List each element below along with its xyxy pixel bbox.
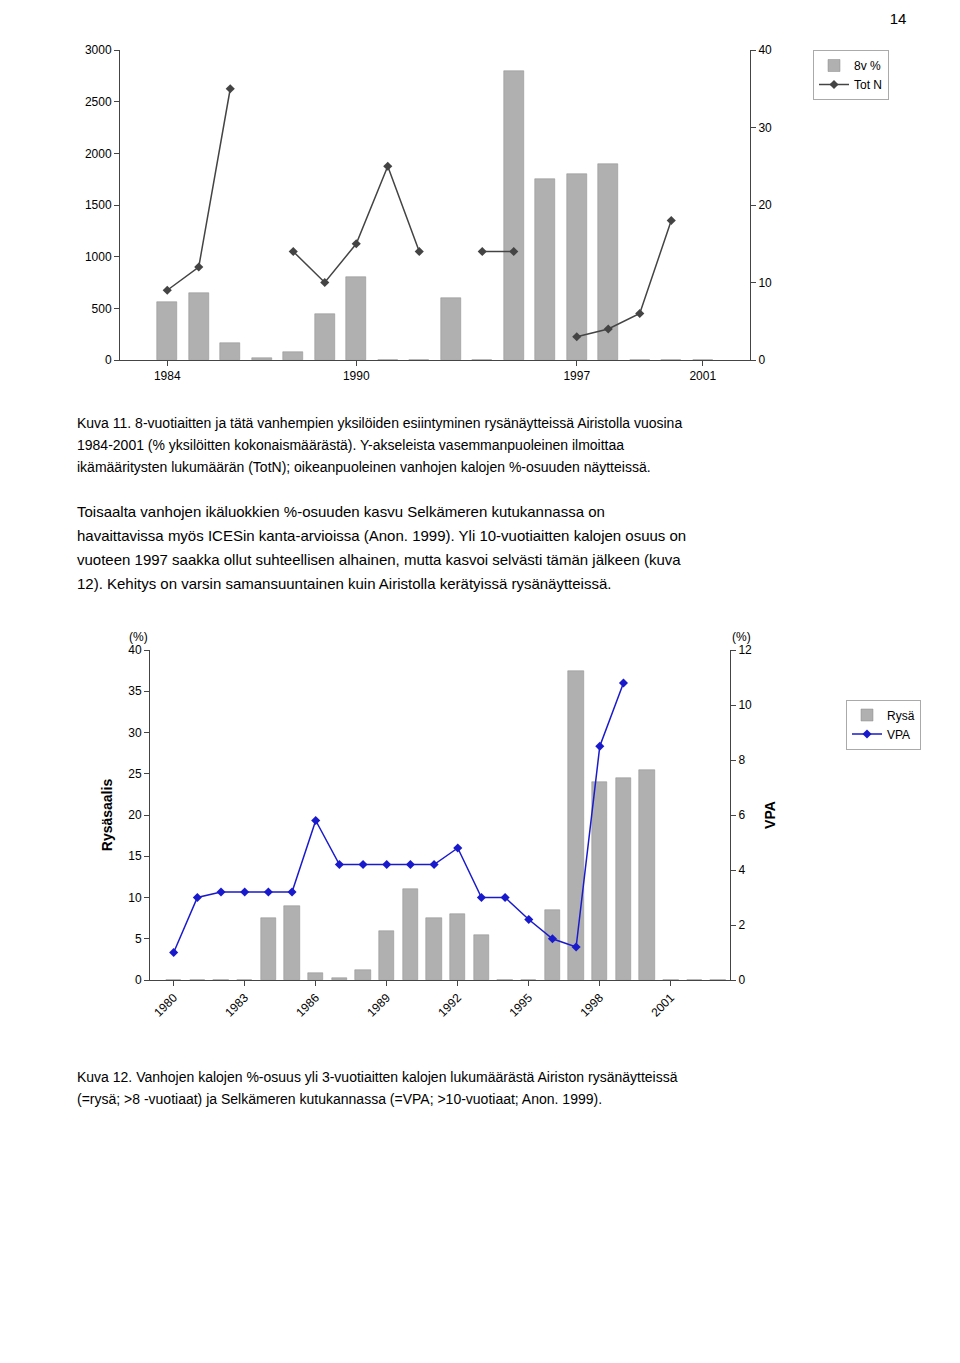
svg-text:0: 0 <box>135 973 142 987</box>
svg-text:3000: 3000 <box>85 43 112 57</box>
html-text:1984-2001 (% yksilöitten kokon: 1984-2001 (% yksilöitten kokonaismääräst… <box>77 437 625 453</box>
svg-text:1984: 1984 <box>154 369 181 383</box>
html-text:ikämääritysten lukumäärän (Tot: ikämääritysten lukumäärän (TotN); oikean… <box>77 459 651 475</box>
svg-text:20: 20 <box>758 198 772 212</box>
svg-text:40: 40 <box>758 43 772 57</box>
svg-text:1989: 1989 <box>364 991 393 1020</box>
svg-text:2001: 2001 <box>648 991 677 1020</box>
html-text:12). Kehitys on varsin samansu: 12). Kehitys on varsin samansuuntainen k… <box>77 575 612 592</box>
svg-text:25: 25 <box>128 767 142 781</box>
svg-text:1992: 1992 <box>435 991 464 1020</box>
svg-text:1980: 1980 <box>151 991 180 1020</box>
svg-text:20: 20 <box>128 808 142 822</box>
svg-text:1500: 1500 <box>85 198 112 212</box>
svg-text:2: 2 <box>738 918 745 932</box>
svg-text:35: 35 <box>128 684 142 698</box>
svg-text:(%): (%) <box>732 630 751 644</box>
svg-text:8: 8 <box>738 753 745 767</box>
svg-text:4: 4 <box>738 863 745 877</box>
html-text:Kuva 12. Vanhojen kalojen %-os: Kuva 12. Vanhojen kalojen %-osuus yli 3-… <box>77 1069 678 1085</box>
html-text:Toisaalta vanhojen ikäluokkien: Toisaalta vanhojen ikäluokkien %-osuuden… <box>77 503 605 520</box>
svg-text:0: 0 <box>105 353 112 367</box>
svg-text:1986: 1986 <box>293 991 322 1020</box>
svg-text:Tot N: Tot N <box>854 78 882 92</box>
svg-text:VPA: VPA <box>887 728 910 742</box>
html-text:14: 14 <box>889 10 907 27</box>
svg-text:6: 6 <box>738 808 745 822</box>
svg-text:5: 5 <box>135 932 142 946</box>
svg-text:Rysäsaalis: Rysäsaalis <box>99 779 115 852</box>
svg-text:0: 0 <box>758 353 765 367</box>
svg-text:VPA: VPA <box>762 801 778 829</box>
html-text:(=rysä; >8 -vuotiaat) ja Selkä: (=rysä; >8 -vuotiaat) ja Selkämeren kutu… <box>77 1091 602 1107</box>
svg-text:10: 10 <box>738 698 752 712</box>
svg-text:40: 40 <box>128 643 142 657</box>
svg-text:1983: 1983 <box>222 991 251 1020</box>
svg-text:(%): (%) <box>129 630 148 644</box>
svg-text:1998: 1998 <box>577 991 606 1020</box>
html-text:Kuva 11. 8-vuotiaitten ja tätä: Kuva 11. 8-vuotiaitten ja tätä vanhempie… <box>77 415 683 431</box>
svg-text:10: 10 <box>128 891 142 905</box>
svg-text:30: 30 <box>758 121 772 135</box>
html-text:vuoteen 1997 saakka ollut suht: vuoteen 1997 saakka ollut suhteellisen a… <box>77 551 681 568</box>
svg-text:2000: 2000 <box>85 147 112 161</box>
svg-text:Rysä: Rysä <box>887 709 915 723</box>
svg-text:1997: 1997 <box>563 369 590 383</box>
svg-text:2500: 2500 <box>85 95 112 109</box>
html-text:havaittavissa myös ICESin kant: havaittavissa myös ICESin kanta-arvioiss… <box>77 527 687 544</box>
svg-text:1990: 1990 <box>343 369 370 383</box>
svg-text:10: 10 <box>758 276 772 290</box>
svg-text:500: 500 <box>92 302 112 316</box>
svg-text:0: 0 <box>738 973 745 987</box>
svg-text:12: 12 <box>738 643 752 657</box>
svg-text:2001: 2001 <box>689 369 716 383</box>
svg-text:30: 30 <box>128 726 142 740</box>
svg-text:8v %: 8v % <box>854 59 881 73</box>
svg-text:1995: 1995 <box>506 991 535 1020</box>
svg-text:15: 15 <box>128 849 142 863</box>
svg-text:1000: 1000 <box>85 250 112 264</box>
